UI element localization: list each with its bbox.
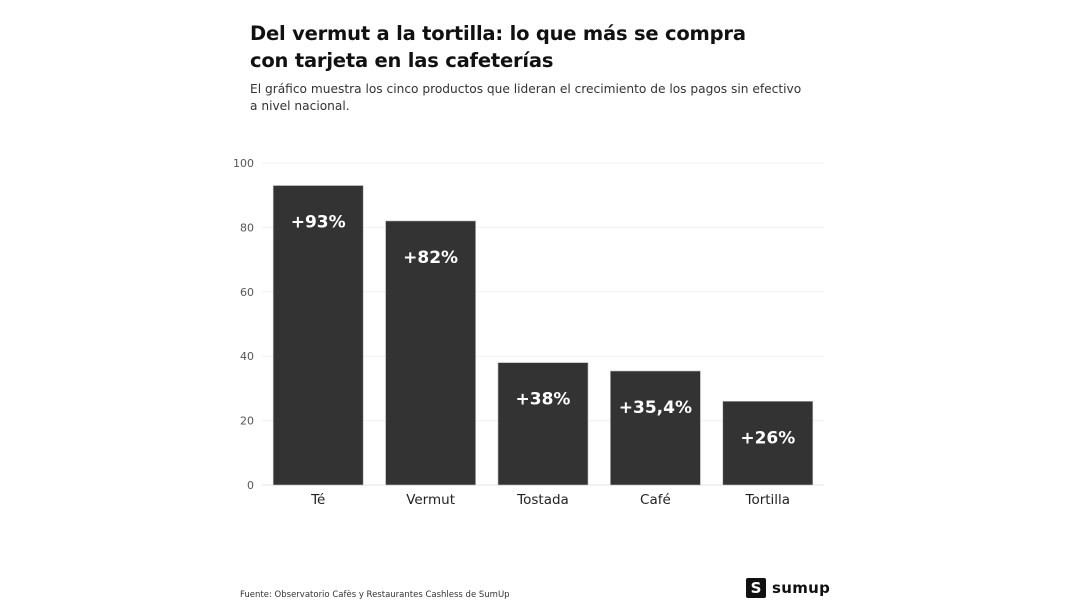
data-label: +35,4% [619,398,692,418]
y-tick-label: 100 [233,157,254,170]
x-tick-label: Tortilla [745,492,791,508]
bar [385,220,476,486]
data-label: +26% [740,428,795,448]
x-tick-label: Té [310,492,325,508]
x-tick-label: Café [640,492,671,508]
bar [272,185,364,486]
chart-subtitle: El gráfico muestra los cinco productos q… [250,82,802,113]
x-tick-label: Tostada [516,492,569,508]
sumup-logo-icon: S [746,578,766,598]
data-label: +93% [291,213,346,233]
y-tick-label: 40 [240,350,254,363]
data-label: +82% [403,248,458,268]
y-tick-label: 0 [247,479,254,492]
source-note: Fuente: Observatorio Cafès y Restaurante… [240,590,510,600]
x-tick-label: Vermut [406,492,455,508]
logo-text: sumup [772,579,831,597]
chart-title: Del vermut a la tortilla: lo que más se … [250,22,746,72]
y-tick-label: 20 [240,415,254,428]
bar [610,370,701,486]
data-label: +38% [516,390,571,410]
sumup-logo: S sumup [746,578,830,598]
bar [497,362,589,486]
y-tick-label: 80 [240,221,254,234]
y-tick-label: 60 [240,286,254,299]
bar [722,400,814,486]
